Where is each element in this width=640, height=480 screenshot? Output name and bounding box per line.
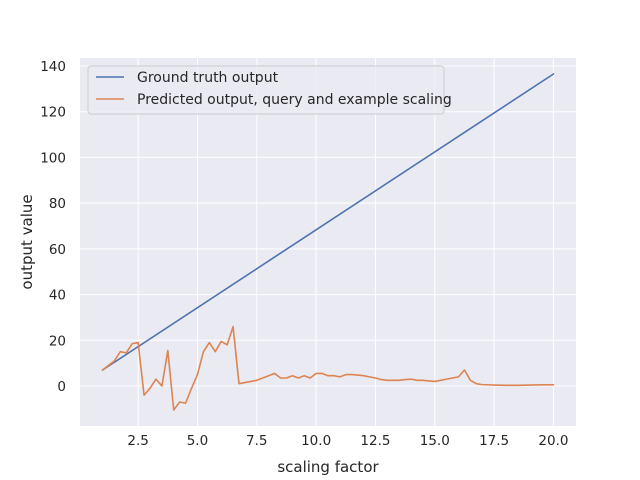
tick-labels: 2.5 5.0 7.5 10.0 12.5 15.0 17.5 20.0 0 20 40 60 80 10… [40, 59, 568, 449]
plot-area [80, 58, 576, 426]
x-tick-label: 10.0 [301, 433, 331, 449]
x-tick-label: 20.0 [538, 433, 568, 449]
x-tick-label: 5.0 [187, 433, 208, 449]
legend-label-ground-truth: Ground truth output [137, 70, 279, 86]
legend-label-predicted: Predicted output, query and example scal… [137, 92, 452, 108]
y-tick-label: 80 [49, 196, 66, 212]
y-tick-label: 0 [57, 379, 66, 395]
y-tick-label: 120 [40, 105, 66, 121]
series-line-ground-truth [101, 73, 555, 371]
x-tick-label: 17.5 [479, 433, 509, 449]
x-axis-label: scaling factor [277, 458, 379, 476]
x-tick-label: 15.0 [420, 433, 450, 449]
series-line-predicted [101, 325, 555, 411]
x-tick-label: 12.5 [360, 433, 390, 449]
y-axis-label: output value [18, 194, 36, 289]
x-tick-label: 2.5 [127, 433, 148, 449]
y-tick-label: 140 [40, 59, 66, 75]
series-lines [101, 73, 555, 411]
y-tick-label: 60 [49, 242, 66, 258]
y-tick-label: 100 [40, 150, 66, 166]
legend: Ground truth output Predicted output, qu… [87, 65, 452, 115]
y-tick-label: 40 [49, 288, 66, 304]
x-tick-label: 7.5 [246, 433, 267, 449]
legend-box [87, 65, 445, 115]
y-tick-label: 20 [49, 333, 66, 349]
